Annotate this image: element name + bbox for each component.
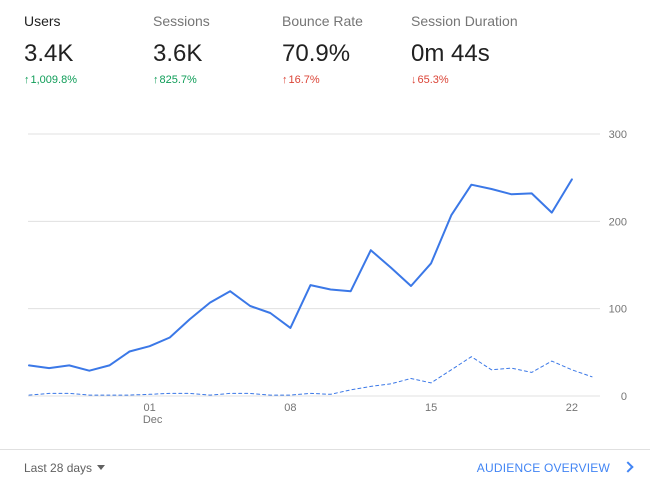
x-tick-sublabel: Dec — [143, 414, 163, 426]
arrow-up-icon: ↑ — [282, 74, 288, 86]
arrow-up-icon: ↑ — [24, 74, 30, 86]
metrics-row: Users 3.4K ↑1,009.8% Sessions 3.6K ↑825.… — [0, 0, 650, 100]
y-tick-label: 0 — [621, 391, 627, 403]
date-range-label: Last 28 days — [24, 461, 93, 475]
metric-label: Session Duration — [411, 13, 518, 29]
users-line-chart: 0 100 200 300 01 Dec 08 15 22 — [0, 120, 650, 440]
y-tick-label: 100 — [609, 304, 627, 316]
metric-change-value: 1,009.8% — [30, 74, 77, 86]
metric-label: Bounce Rate — [282, 13, 363, 29]
metric-change: ↑1,009.8% — [24, 73, 152, 87]
metric-bounce-rate[interactable]: Bounce Rate 70.9% ↑16.7% — [282, 12, 410, 87]
caret-down-icon — [97, 465, 106, 471]
metric-value: 70.9% — [282, 40, 351, 67]
card-footer: Last 28 days AUDIENCE OVERVIEW — [0, 449, 650, 490]
y-tick-label: 200 — [609, 216, 627, 228]
y-tick-label: 300 — [609, 129, 627, 141]
x-tick-label: 22 — [566, 402, 578, 414]
audience-overview-label: AUDIENCE OVERVIEW — [476, 461, 610, 475]
metric-change-value: 16.7% — [288, 74, 320, 86]
date-range-selector[interactable]: Last 28 days — [24, 461, 106, 475]
metric-value: 3.6K — [153, 40, 203, 67]
arrow-up-icon: ↑ — [153, 74, 159, 86]
chevron-right-icon — [622, 461, 634, 473]
metric-sessions[interactable]: Sessions 3.6K ↑825.7% — [153, 12, 281, 87]
arrow-down-icon: ↓ — [411, 74, 417, 86]
metric-label: Users — [24, 13, 61, 29]
metric-change-value: 825.7% — [159, 74, 197, 86]
metric-change: ↓65.3% — [411, 73, 539, 87]
audience-overview-link[interactable]: AUDIENCE OVERVIEW — [476, 461, 634, 475]
metric-session-duration[interactable]: Session Duration 0m 44s ↓65.3% — [411, 12, 539, 87]
metric-users[interactable]: Users 3.4K ↑1,009.8% — [24, 12, 152, 87]
metric-change: ↑825.7% — [153, 73, 281, 87]
series-line-current-period — [28, 178, 573, 372]
metric-label: Sessions — [153, 13, 210, 29]
metric-change: ↑16.7% — [282, 73, 410, 87]
metric-value: 3.4K — [24, 40, 74, 67]
x-tick-label: 08 — [284, 402, 296, 414]
metric-change-value: 65.3% — [417, 74, 449, 86]
metric-value: 0m 44s — [411, 40, 490, 67]
series-line-previous-period — [28, 356, 593, 396]
x-tick-label: 01 — [144, 402, 156, 414]
x-tick-label: 15 — [425, 402, 437, 414]
